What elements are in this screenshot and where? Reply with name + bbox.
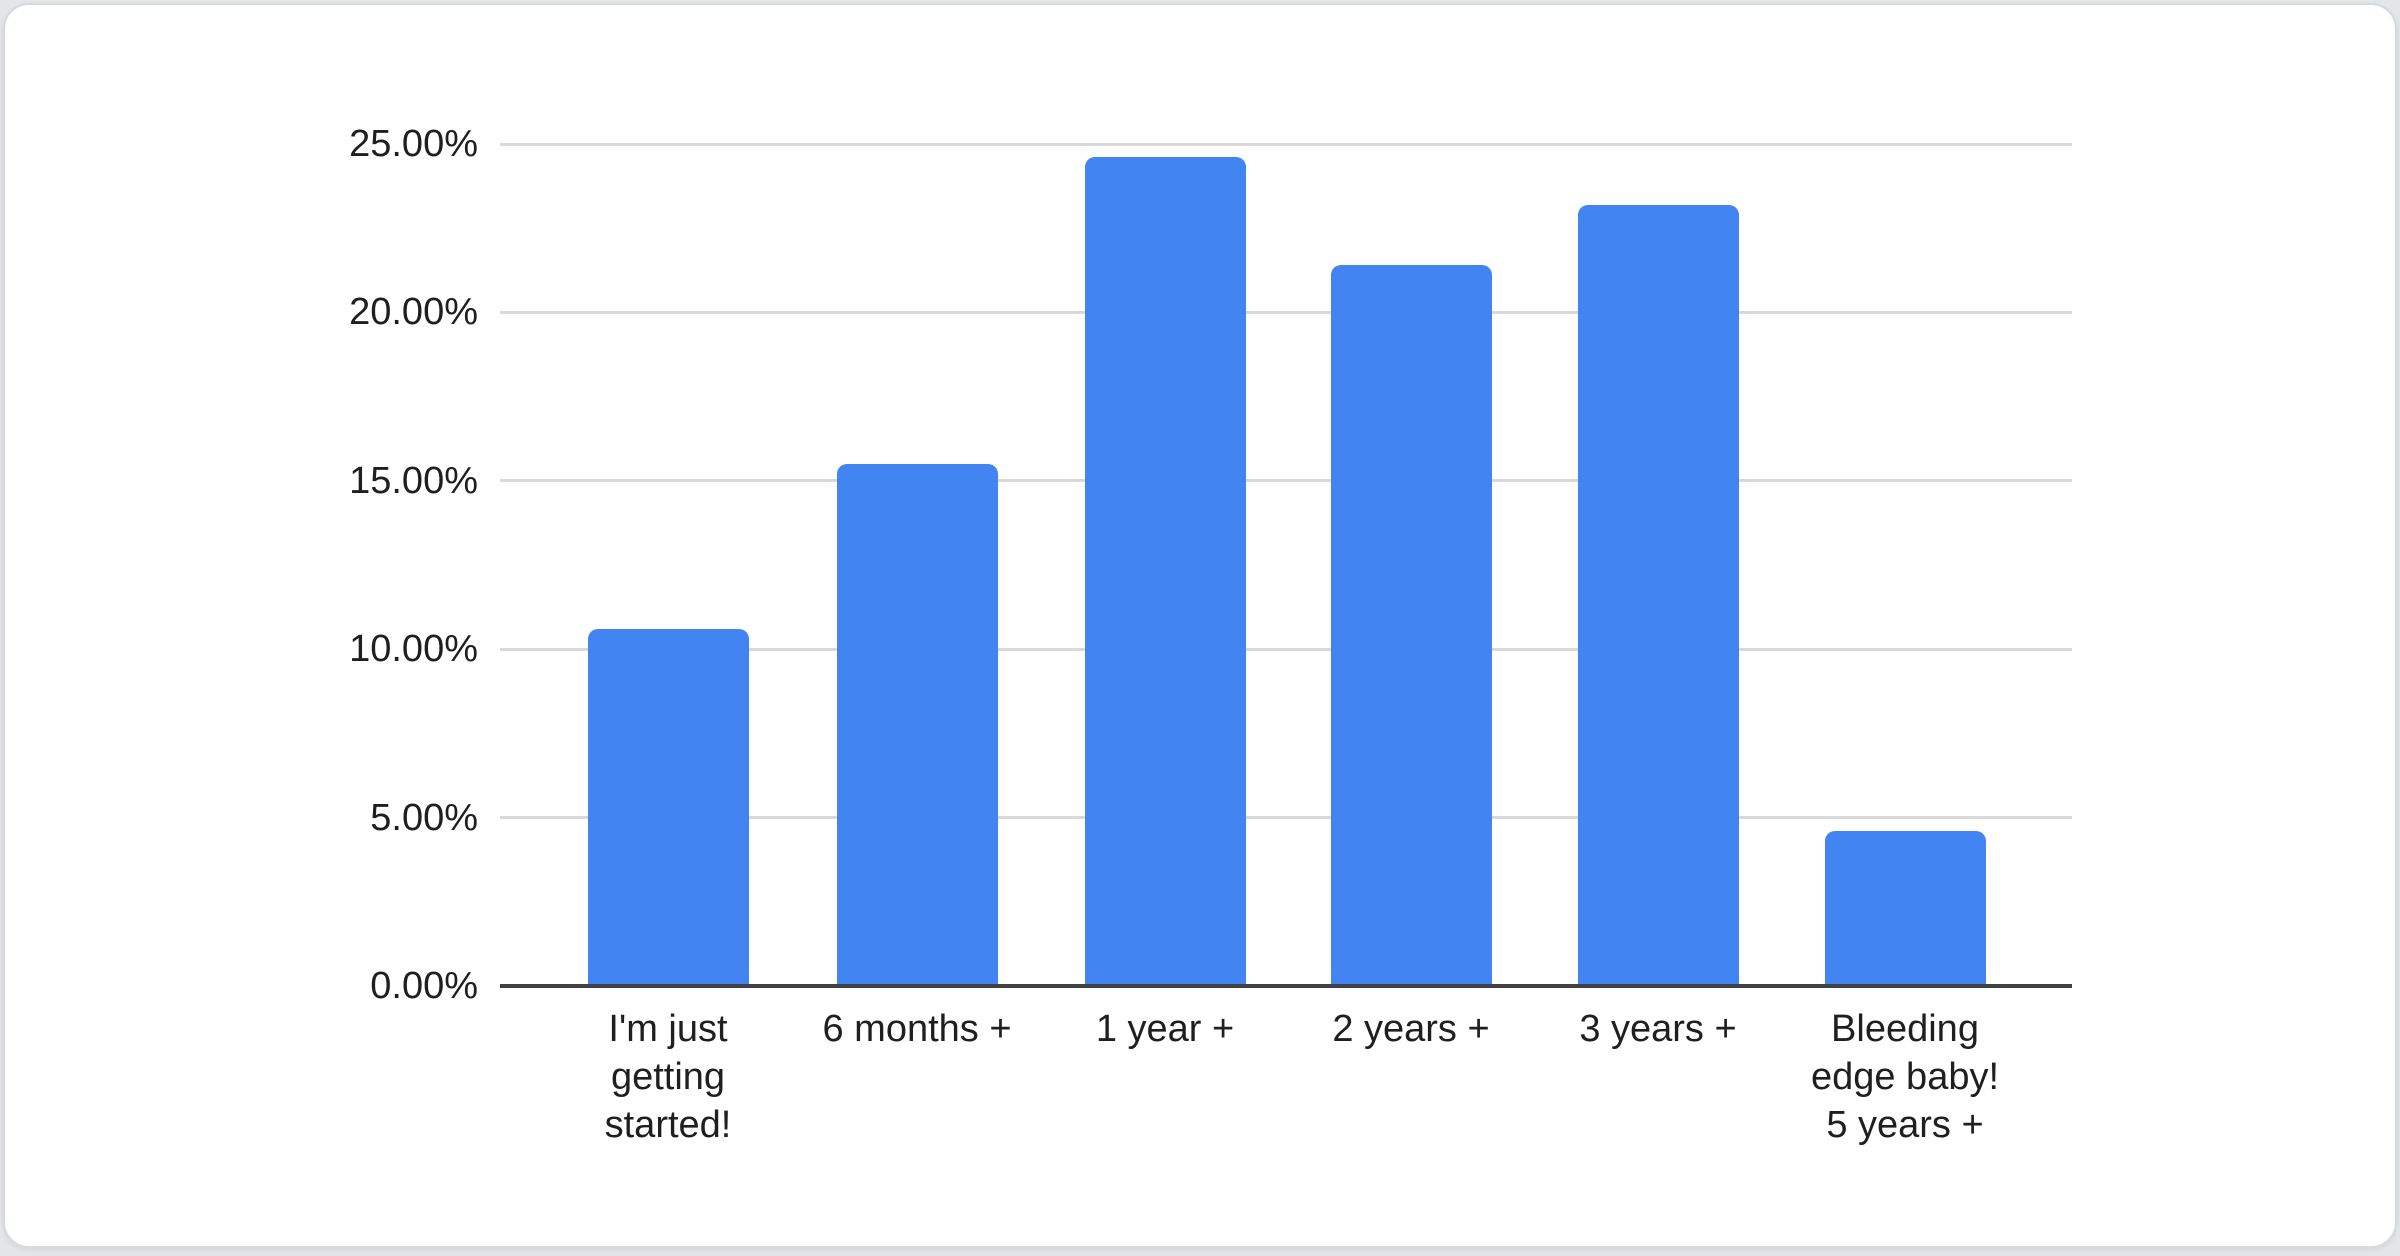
gridline xyxy=(500,647,2072,651)
x-axis-category-label: 3 years + xyxy=(1579,1008,1737,1050)
y-axis-tick-label: 25.00% xyxy=(349,123,478,165)
y-axis-tick-label: 10.00% xyxy=(349,628,478,671)
x-axis-category-label: 1 year + xyxy=(1095,1008,1235,1050)
bar-2[interactable] xyxy=(836,463,998,986)
chart-card: 0.00% 5.00% 10.00% 15.00% 20.00% 25.00% I'm ju… xyxy=(3,3,2397,1248)
gridline xyxy=(500,479,2072,483)
bar-3[interactable] xyxy=(1084,157,1246,986)
bar-1[interactable] xyxy=(587,628,749,986)
bar-5[interactable] xyxy=(1577,204,1739,986)
x-axis-category-label: I'm just getting started! xyxy=(604,1008,732,1146)
y-axis-tick-label: 0.00% xyxy=(370,965,478,1007)
x-axis-line xyxy=(500,984,2072,988)
gridline xyxy=(500,816,2072,820)
bar-chart: 0.00% 5.00% 10.00% 15.00% 20.00% 25.00% I'm ju… xyxy=(5,5,2395,1246)
x-axis-category-label: 2 years + xyxy=(1332,1008,1490,1050)
x-axis-category-label: Bleeding edge baby! 5 years + xyxy=(1810,1008,2000,1146)
y-axis-tick-label: 5.00% xyxy=(370,796,478,839)
bar-4[interactable] xyxy=(1330,265,1492,986)
x-axis-category-label: 6 months + xyxy=(822,1008,1012,1050)
gridline xyxy=(500,310,2072,314)
y-axis-tick-label: 15.00% xyxy=(349,459,478,502)
y-axis-tick-label: 20.00% xyxy=(349,291,478,334)
gridline xyxy=(500,142,2072,146)
bar-6[interactable] xyxy=(1824,831,1986,986)
